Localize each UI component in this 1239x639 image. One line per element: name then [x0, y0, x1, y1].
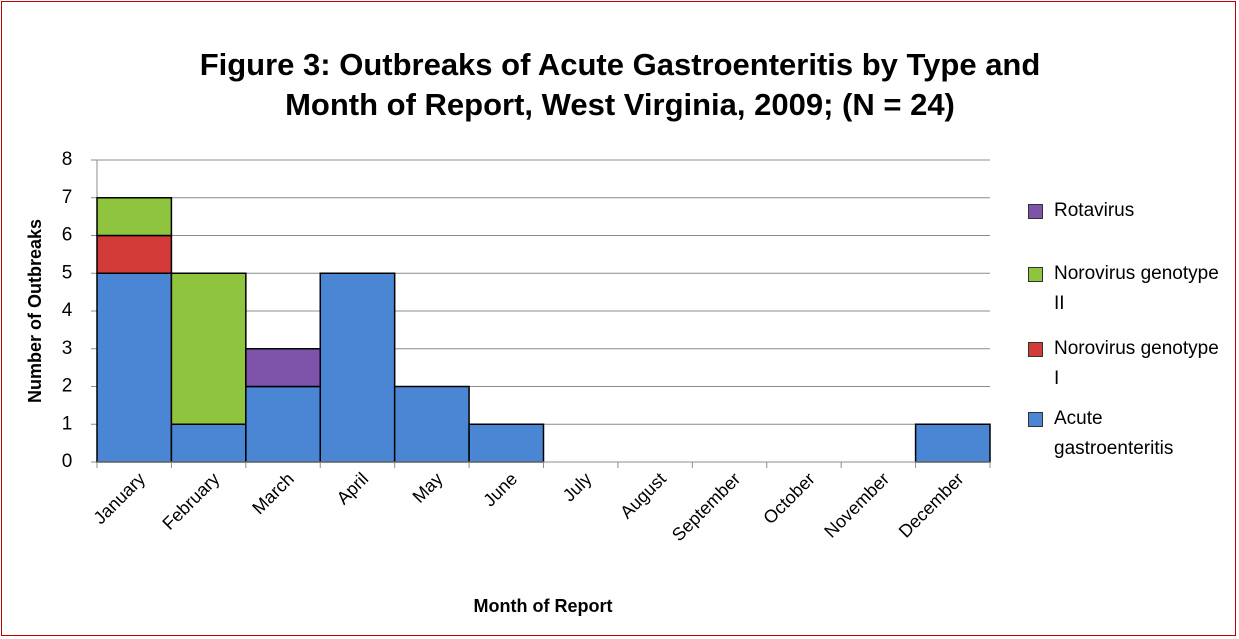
legend-item: Rotavirus: [1028, 196, 1228, 226]
y-tick-label: 1: [62, 413, 73, 434]
bar-segment: [245, 348, 321, 388]
x-axis-label: Month of Report: [474, 596, 613, 616]
x-tick-label: March: [248, 469, 298, 519]
x-tick-label: December: [895, 469, 968, 542]
legend-item: Norovirus genotype II: [1028, 259, 1228, 319]
y-tick-label: 3: [62, 338, 73, 359]
bar-segment: [393, 385, 470, 463]
legend-swatch: [1028, 204, 1043, 219]
legend-label: Rotavirus: [1054, 200, 1135, 221]
bar-segment: [468, 423, 545, 463]
x-tick-label: April: [333, 469, 373, 509]
x-tick-label: September: [668, 469, 744, 545]
bar-segment: [170, 423, 247, 463]
legend-label: Norovirus genotype I: [1054, 338, 1219, 389]
y-tick-label: 0: [62, 451, 73, 472]
y-tick-label: 6: [62, 225, 73, 246]
x-tick-label: August: [616, 469, 670, 523]
x-tick-label: October: [759, 469, 818, 528]
legend-swatch: [1028, 342, 1043, 357]
x-tick-label: February: [158, 469, 223, 534]
x-tick-label: July: [559, 469, 596, 506]
chart-title: Figure 3: Outbreaks of Acute Gastroenter…: [200, 47, 1041, 82]
legend-item: Norovirus genotype I: [1028, 334, 1228, 394]
y-tick-label: 7: [62, 187, 73, 208]
x-tick-label: June: [479, 469, 521, 511]
bar-segment: [96, 197, 173, 237]
bar-segment: [96, 234, 173, 274]
bar-segment: [319, 272, 396, 463]
legend-label: Acute gastroenteritis: [1054, 408, 1174, 459]
bar-segment: [170, 272, 247, 425]
legend-swatch: [1028, 412, 1043, 427]
bar-segment: [96, 272, 173, 463]
y-tick-label: 2: [62, 376, 73, 397]
y-tick-label: 5: [62, 262, 73, 283]
legend-label: Norovirus genotype II: [1054, 263, 1219, 314]
x-tick-label: May: [409, 469, 447, 507]
x-tick-label: January: [90, 469, 149, 528]
x-tick-label: November: [820, 469, 893, 542]
legend-item: Acute gastroenteritis: [1028, 404, 1228, 464]
y-axis-label: Number of Outbreaks: [25, 219, 45, 403]
y-tick-label: 8: [62, 149, 73, 170]
y-tick-label: 4: [62, 300, 73, 321]
chart-title: Month of Report, West Virginia, 2009; (N…: [285, 87, 955, 122]
legend-swatch: [1028, 267, 1043, 282]
bar-segment: [914, 423, 991, 463]
bar-segment: [245, 385, 321, 463]
